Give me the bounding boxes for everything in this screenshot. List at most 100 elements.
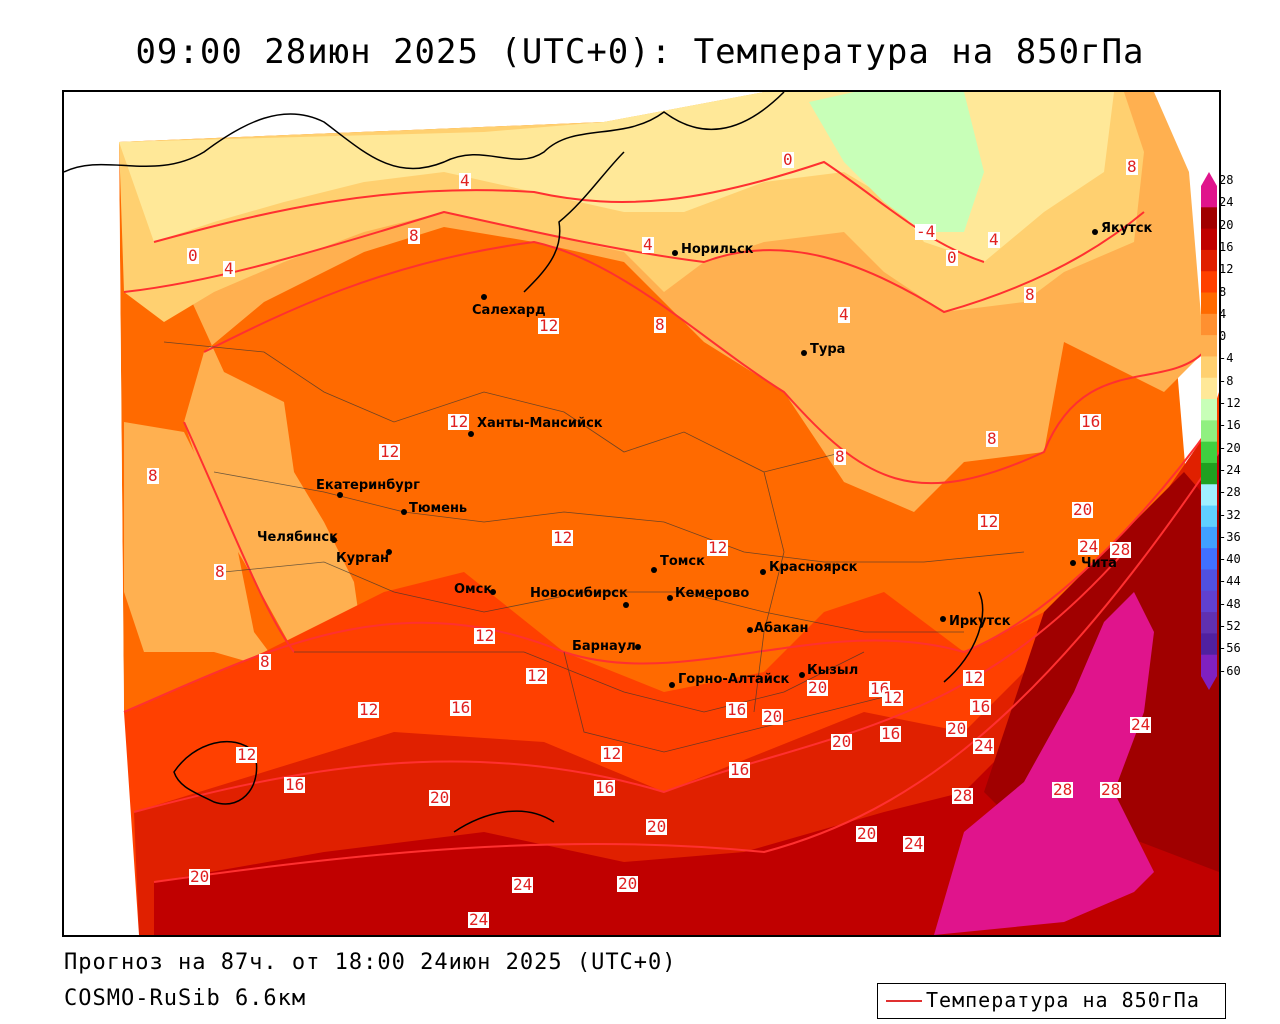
legend: Температура на 850гПа: [877, 983, 1226, 1019]
contour-label: 8: [147, 466, 159, 485]
contour-label: 12: [552, 528, 574, 547]
colorbar-cell: [1201, 548, 1217, 570]
city-dot: [490, 589, 496, 595]
contour-label: 20: [189, 867, 211, 886]
contour-label: 16: [726, 700, 748, 719]
contour-label: 12: [379, 442, 401, 461]
contour-label: 12: [358, 700, 380, 719]
contour-label: 8: [408, 226, 420, 245]
city-label: Барнаул: [572, 639, 636, 654]
contour-label: 12: [474, 626, 496, 645]
city-label: Курган: [336, 551, 389, 566]
colorbar-tick-label: -60: [1219, 663, 1241, 678]
contour-label: 20: [831, 732, 853, 751]
contour-label: 20: [1072, 500, 1094, 519]
city-label: Омск: [454, 582, 493, 597]
city-dot: [940, 616, 946, 622]
contour-label: 28: [952, 786, 974, 805]
city-dot: [799, 672, 805, 678]
colorbar-tick-label: -16: [1219, 418, 1241, 433]
colorbar-cell: [1201, 356, 1217, 379]
colorbar-tick-label: 8: [1219, 284, 1227, 299]
contour-label: 24: [468, 910, 490, 929]
colorbar-cell: [1201, 249, 1217, 272]
contour-label: 20: [617, 874, 639, 893]
colorbar-cell: [1201, 228, 1217, 251]
city-label: Кызыл: [807, 663, 859, 678]
colorbar-top-arrow: [1201, 172, 1217, 186]
colorbar-tick-label: 4: [1219, 306, 1227, 321]
colorbar-tick-label: 28: [1219, 173, 1234, 187]
colorbar-cell: [1201, 335, 1217, 357]
colorbar-tick-label: -12: [1219, 396, 1241, 410]
contour-label: 16: [880, 724, 902, 743]
city-label: Горно-Алтайск: [678, 672, 790, 687]
contour-label: 28: [1052, 780, 1074, 799]
contour-label: 12: [963, 668, 985, 687]
contour-label: 8: [834, 447, 846, 466]
colorbar-cell: [1201, 590, 1217, 613]
city-label: Норильск: [681, 242, 754, 257]
colorbar-tick-label: -44: [1219, 574, 1241, 589]
model-name: COSMO-RuSib 6.6км: [64, 986, 307, 1011]
contour-label: 0: [782, 150, 794, 169]
contour-label: 24: [1130, 715, 1152, 734]
contour-label: 8: [1126, 157, 1138, 176]
colorbar-tick-label: -52: [1219, 619, 1241, 633]
colorbar-cell: [1201, 633, 1217, 656]
city-label: Якутск: [1101, 221, 1153, 236]
contour-label: 20: [646, 817, 668, 836]
contour-label: 12: [601, 744, 623, 763]
colorbar-cell: [1201, 505, 1217, 528]
city-label: Абакан: [754, 621, 809, 636]
city-label: Ханты-Мансийск: [477, 416, 603, 431]
colorbar-tick-label: 0: [1219, 329, 1227, 344]
band-minus4: [809, 92, 984, 232]
coastlines: [64, 92, 984, 833]
contour-lines: [123, 160, 1219, 883]
city-dot: [801, 350, 807, 356]
admin-borders: [163, 341, 1025, 753]
forecast-info: Прогноз на 87ч. от 18:00 24июн 2025 (UTC…: [64, 950, 677, 975]
city-label: Салехард: [472, 303, 546, 318]
colorbar-cell: [1201, 441, 1217, 464]
band-24: [154, 452, 1219, 935]
contour-label: 16: [729, 760, 751, 779]
colorbar-tick-label: -24: [1219, 462, 1241, 477]
city-dot: [623, 602, 629, 608]
contour-label: 20: [856, 824, 878, 843]
colorbar-tick-label: -20: [1219, 440, 1241, 455]
city-label: Иркутск: [949, 614, 1011, 629]
city-label: Кемерово: [675, 586, 750, 601]
colorbar: [1201, 172, 1217, 690]
colorbar-tick-label: -40: [1219, 552, 1241, 567]
city-dot: [672, 250, 678, 256]
city-dot: [667, 595, 673, 601]
contour-label: 16: [970, 697, 992, 716]
contour-label: 24: [512, 875, 534, 894]
colorbar-cell: [1201, 292, 1217, 315]
map-title: 09:00 28июн 2025 (UTC+0): Температура на…: [135, 32, 1145, 72]
contour-label: 4: [838, 305, 850, 324]
city-dot: [651, 567, 657, 573]
contour-label: 12: [538, 316, 560, 335]
city-dot: [401, 509, 407, 515]
colorbar-tick-label: 16: [1219, 239, 1234, 254]
contour-label: 12: [882, 688, 904, 707]
city-dot: [1092, 229, 1098, 235]
legend-line-swatch: [886, 1000, 922, 1002]
colorbar-cell: [1201, 207, 1217, 230]
city-dot: [669, 682, 675, 688]
city-dot: [481, 294, 487, 300]
contour-label: 4: [988, 230, 1000, 249]
outside-domain-west: [64, 92, 139, 935]
contour-label: 8: [986, 429, 998, 448]
city-dot: [635, 644, 641, 650]
contour-label: 20: [762, 707, 784, 726]
contour-label: 24: [1078, 537, 1100, 556]
colorbar-cell: [1201, 484, 1217, 507]
legend-label: Температура на 850гПа: [926, 988, 1200, 1012]
city-label: Новосибирск: [530, 586, 628, 601]
contour-label: 4: [642, 235, 654, 254]
city-dot: [1070, 560, 1076, 566]
